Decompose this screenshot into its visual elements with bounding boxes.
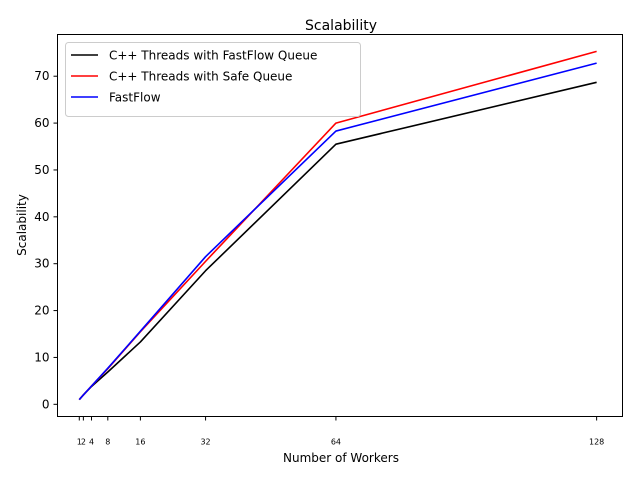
x-tick-label: 8: [105, 438, 110, 447]
legend-label: C++ Threads with Safe Queue: [109, 70, 292, 84]
x-tick-label: 16: [135, 438, 145, 447]
y-tick-label: 30: [34, 257, 49, 271]
x-tick-label: 1: [77, 438, 82, 447]
legend: C++ Threads with FastFlow Queue C++ Threa…: [65, 42, 361, 117]
plot-area: 12 4 8 16 32 64 128 0 10 20 30 40 50 60 70: [34, 50, 604, 447]
legend-label: C++ Threads with FastFlow Queue: [109, 49, 317, 63]
x-tick-label: 128: [589, 438, 604, 447]
x-axis-label: Number of Workers: [283, 451, 399, 465]
y-tick-label: 50: [34, 163, 49, 177]
series-line: [78, 62, 597, 401]
y-axis-label: Scalability: [15, 194, 29, 256]
chart-title: Scalability: [305, 18, 377, 34]
legend-label: FastFlow: [109, 91, 161, 105]
y-tick-label: 20: [34, 304, 49, 318]
x-tick-label: 2: [81, 438, 86, 447]
x-tick-label: 64: [331, 438, 341, 447]
x-tick-label: 4: [89, 438, 94, 447]
y-tick-label: 0: [42, 397, 50, 411]
x-tick-label: 32: [200, 438, 210, 447]
y-tick-label: 10: [34, 350, 49, 364]
y-tick-label: 70: [34, 69, 49, 83]
legend-box: [65, 42, 361, 117]
y-tick-label: 60: [34, 116, 49, 130]
plot-frame: [57, 34, 623, 417]
y-tick-label: 40: [34, 210, 49, 224]
